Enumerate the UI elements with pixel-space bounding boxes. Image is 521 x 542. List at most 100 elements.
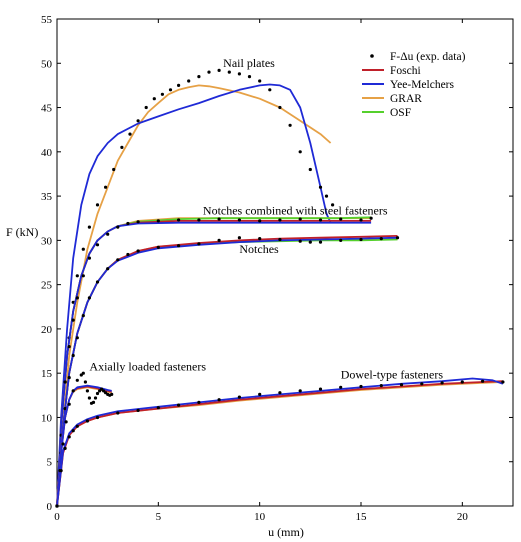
exp-data-point xyxy=(217,68,221,72)
exp-data-point xyxy=(379,237,383,241)
exp-data-point xyxy=(227,70,231,74)
grar-line xyxy=(56,84,332,507)
exp-data-point xyxy=(55,504,59,508)
exp-data-point xyxy=(288,123,292,127)
y-tick-label: 20 xyxy=(41,324,53,336)
exp-data-point xyxy=(359,384,363,389)
exp-data-point xyxy=(187,79,191,83)
exp-data-point xyxy=(87,296,91,300)
exp-data-point xyxy=(359,237,363,242)
exp-data-point xyxy=(268,88,272,92)
exp-data-point xyxy=(81,274,85,278)
y-tick-label: 0 xyxy=(47,501,53,513)
exp-data-point xyxy=(152,97,156,101)
exp-data-point xyxy=(116,411,120,415)
exp-data-point xyxy=(258,79,262,83)
exp-data-point xyxy=(278,105,282,110)
exp-data-point xyxy=(136,408,140,412)
exp-data-point xyxy=(217,238,221,242)
exp-data-point xyxy=(85,389,89,393)
exp-data-point xyxy=(237,218,241,222)
exp-data-point xyxy=(501,380,505,384)
exp-data-point xyxy=(81,371,85,375)
exp-data-point xyxy=(258,219,262,223)
exp-data-point xyxy=(156,245,160,249)
exp-data-point xyxy=(67,345,71,349)
exp-data-point xyxy=(156,219,160,223)
exp-data-point xyxy=(75,378,79,382)
x-tick-label: 15 xyxy=(356,511,368,523)
exp-data-point xyxy=(81,314,85,318)
exp-data-point xyxy=(278,237,282,242)
exp-data-point xyxy=(197,218,201,222)
exp-data-point xyxy=(87,396,91,400)
exp-data-point xyxy=(298,217,302,221)
y-tick-label: 15 xyxy=(41,368,53,380)
exp-data-point xyxy=(481,379,485,383)
exp-data-point xyxy=(71,353,75,358)
exp-data-point xyxy=(168,88,173,92)
exp-data-point xyxy=(95,280,100,284)
exp-data-point xyxy=(379,384,383,388)
exp-data-point xyxy=(71,389,75,393)
x-tick-label: 5 xyxy=(156,511,162,523)
group-dowel-type-fasteners xyxy=(55,377,505,508)
exp-data-point xyxy=(298,239,302,243)
exp-data-point xyxy=(136,249,140,253)
exp-data-point xyxy=(197,242,201,246)
annotation-label: Notches combined with steel fasteners xyxy=(203,204,388,218)
exp-data-point xyxy=(106,232,110,236)
grar-line xyxy=(56,381,503,507)
exp-data-point xyxy=(75,296,79,300)
exp-data-point xyxy=(318,387,323,391)
exp-data-point xyxy=(369,216,373,220)
exp-data-point xyxy=(63,407,67,411)
x-tick-label: 20 xyxy=(457,511,469,523)
exp-data-point xyxy=(324,194,329,198)
legend-label-osf: OSF xyxy=(390,107,411,119)
legend-label-yee: Yee-Melchers xyxy=(390,79,455,91)
exp-data-point xyxy=(318,185,323,189)
exp-data-point xyxy=(247,75,252,79)
exp-data-point xyxy=(110,392,114,396)
exp-data-point xyxy=(298,389,302,393)
exp-data-point xyxy=(112,167,116,172)
annotation-label: Axially loaded fasteners xyxy=(89,360,206,374)
exp-data-point xyxy=(75,424,79,428)
exp-data-point xyxy=(237,395,241,399)
axes: 0 5 10 15 20 0 5 10 15 20 25 30 35 40 45 50 55 xyxy=(41,14,514,523)
x-axis-label: u (mm) xyxy=(268,525,304,539)
exp-data-point xyxy=(237,236,241,240)
y-tick-label: 55 xyxy=(41,14,53,26)
exp-data-point xyxy=(87,256,91,260)
plot-series xyxy=(55,68,505,508)
foschi-line xyxy=(56,380,503,507)
exp-data-point xyxy=(104,185,108,189)
exp-data-point xyxy=(160,92,164,96)
exp-data-point xyxy=(120,145,124,149)
exp-data-point xyxy=(339,217,343,221)
yee-melchers-line xyxy=(56,83,332,507)
exp-data-point xyxy=(399,383,404,387)
exp-data-point xyxy=(81,247,85,251)
exp-data-point xyxy=(67,402,71,406)
exp-data-point xyxy=(308,167,312,172)
exp-data-point xyxy=(126,221,130,226)
exp-data-point xyxy=(63,380,67,384)
exp-data-point xyxy=(116,225,120,229)
y-tick-label: 30 xyxy=(41,235,53,247)
group-notches-combined-with-steel-fasteners xyxy=(55,216,373,508)
exp-data-point xyxy=(331,203,335,207)
exp-data-point xyxy=(128,132,132,136)
y-tick-label: 35 xyxy=(41,191,53,203)
exp-data-point xyxy=(71,429,75,433)
y-tick-label: 45 xyxy=(41,103,53,115)
exp-data-point xyxy=(64,420,68,424)
exp-data-point xyxy=(177,218,181,222)
exp-data-point xyxy=(177,244,181,248)
exp-data-point xyxy=(237,72,241,76)
exp-data-point xyxy=(87,225,91,229)
exp-data-point xyxy=(308,240,312,244)
plot-frame xyxy=(56,18,514,507)
